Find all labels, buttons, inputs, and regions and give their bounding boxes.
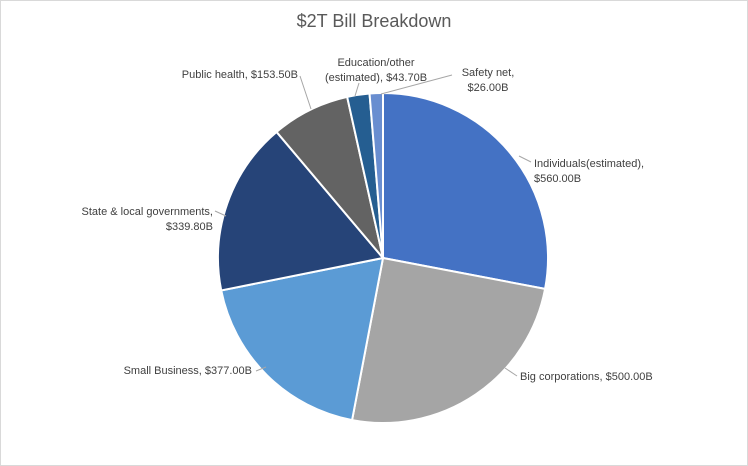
data-label-line: Education/other	[337, 57, 414, 69]
chart-title: $2T Bill Breakdown	[297, 11, 452, 31]
pie-slice-big-corporations	[350, 256, 547, 424]
leader-line	[504, 367, 518, 377]
data-label-line: $26.00B	[468, 82, 509, 94]
pie-slice-small-business	[220, 256, 385, 422]
data-label-line: $339.80B	[166, 221, 213, 233]
data-label-line: (estimated), $43.70B	[325, 72, 427, 84]
leader-line	[518, 155, 532, 163]
data-label-line: Public health, $153.50B	[182, 69, 298, 81]
data-label: Safety net, $26.00B	[462, 67, 515, 94]
data-label: Education/other (estimated), $43.70B	[325, 57, 427, 84]
pie-slice-individuals-estimated	[382, 91, 549, 291]
pie-slice-state-local-governments	[217, 130, 385, 292]
leader-lines	[214, 74, 532, 377]
leader-line	[380, 74, 453, 95]
data-label-line: Big corporations, $500.00B	[520, 371, 653, 383]
leader-line	[214, 210, 227, 217]
data-label-line: State & local governments,	[82, 206, 213, 218]
data-labels: Individuals(estimated), $560.00B Big corpo…	[82, 57, 653, 383]
data-label: Small Business, $377.00B	[124, 365, 252, 377]
leader-line	[255, 366, 267, 372]
data-label-line: $560.00B	[534, 173, 581, 185]
pie-slices	[217, 91, 549, 424]
data-label-line: Individuals(estimated),	[534, 158, 644, 170]
data-label-line: Small Business, $377.00B	[124, 365, 252, 377]
data-label: Big corporations, $500.00B	[520, 371, 653, 383]
leader-line	[299, 75, 312, 110]
data-label: Individuals(estimated), $560.00B	[534, 158, 644, 185]
data-label: Public health, $153.50B	[182, 69, 298, 81]
data-label: State & local governments, $339.80B	[82, 206, 213, 233]
data-label-line: Safety net,	[462, 67, 515, 79]
leader-line	[354, 82, 360, 97]
